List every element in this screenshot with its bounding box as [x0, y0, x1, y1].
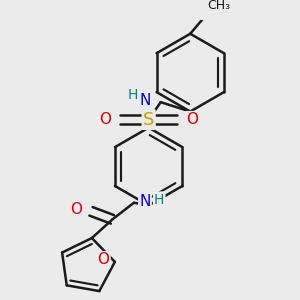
Text: N: N	[140, 93, 151, 108]
Text: O: O	[98, 252, 110, 267]
Text: O: O	[70, 202, 83, 217]
Text: S: S	[143, 111, 154, 129]
Text: O: O	[186, 112, 198, 127]
Text: H: H	[154, 193, 164, 206]
Text: N: N	[139, 194, 151, 209]
Text: O: O	[99, 112, 111, 127]
Text: H: H	[128, 88, 138, 103]
Text: CH₃: CH₃	[208, 0, 231, 12]
